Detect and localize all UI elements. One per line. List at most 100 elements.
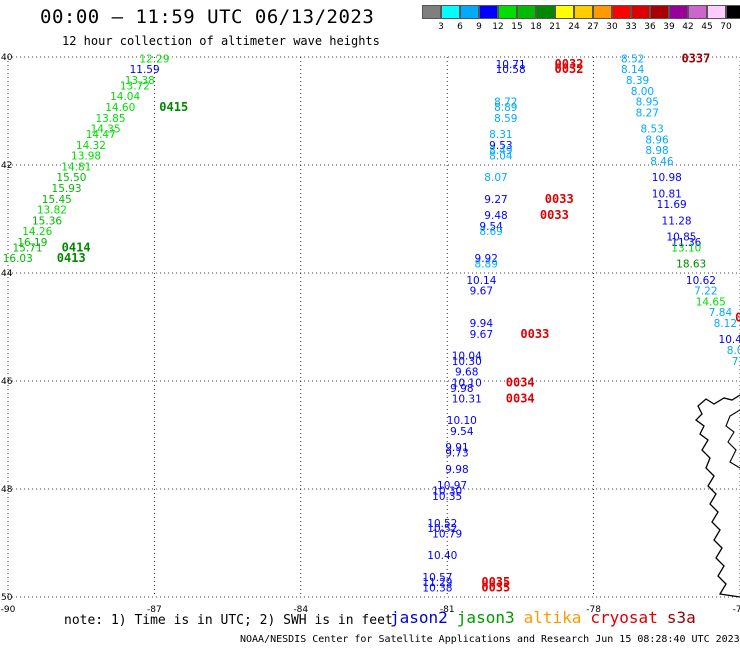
page-title: 00:00 – 11:59 UTC 06/13/2023 — [40, 6, 375, 28]
wave-height-label: 8.31 — [489, 129, 512, 141]
wave-height-label: 11.29 — [422, 577, 452, 589]
pass-time-label: 0032 — [555, 62, 584, 76]
wave-height-label: 8.52 — [621, 53, 644, 65]
wave-height-label: 9.98 — [450, 383, 473, 395]
wave-height-label: 8.00 — [631, 86, 654, 98]
legend-item-jason3: jason3 — [456, 608, 515, 627]
wave-height-label: 8.96 — [645, 134, 669, 146]
wave-height-label: 14.26 — [22, 226, 52, 238]
wave-height-label: 8.72 — [494, 97, 517, 109]
colorbar-label: 15 — [511, 22, 523, 32]
wave-height-label: 10.30 — [452, 356, 482, 368]
legend-item-cryosat: cryosat — [590, 608, 658, 627]
colorbar-swatch — [726, 5, 740, 19]
wave-height-label: 10.35 — [432, 491, 462, 503]
colorbar-swatch — [612, 5, 631, 19]
pass-time-label: 0033 — [520, 327, 549, 341]
wave-height-label: 10.81 — [652, 188, 682, 200]
wave-height-label: 14.60 — [105, 102, 135, 114]
wave-height-label: 10.30 — [432, 485, 462, 497]
colorbar-swatch — [593, 5, 612, 19]
legend-item-jason2: jason2 — [390, 608, 448, 627]
colorbar-label: 18 — [530, 22, 542, 32]
wave-height-label: 11.59 — [130, 64, 160, 76]
colorbar-label: 3 — [438, 22, 444, 32]
pass-time-label: 0032 — [555, 57, 584, 71]
longitude-tick-label: -84 — [293, 605, 308, 615]
wave-height-label: 9.27 — [484, 194, 507, 206]
latitude-tick-label: 40 — [1, 53, 13, 63]
wave-height-label: 14.81 — [61, 161, 91, 173]
pass-time-label: 0414 — [62, 240, 91, 254]
footer-note: note: 1) Time is in UTC; 2) SWH is in fe… — [64, 613, 393, 628]
wave-height-label: 16.03 — [3, 253, 33, 265]
pass-time-label: 0337 — [681, 51, 710, 65]
wave-height-label: 15.36 — [32, 215, 62, 227]
wave-height-label: 13.10 — [671, 242, 701, 254]
wave-height-label: 8.69 — [479, 226, 502, 238]
colorbar-swatch — [707, 5, 726, 19]
longitude-tick-label: -81 — [440, 605, 455, 615]
colorbar-label: 39 — [663, 22, 675, 32]
wave-height-label: 18.63 — [676, 259, 706, 271]
wave-height-label: 14.47 — [86, 129, 116, 141]
pass-time-label: 0035 — [481, 581, 510, 595]
longitude-tick-label: -87 — [147, 605, 162, 615]
colorbar-label: 30 — [606, 22, 618, 32]
wave-height-label: 8.95 — [636, 97, 659, 109]
wave-height-label: 10.62 — [686, 275, 716, 287]
coastline-outline — [695, 394, 740, 598]
pass-time-label: 0033 — [540, 208, 569, 222]
wave-height-label: 9.67 — [470, 286, 493, 298]
wave-height-label: 10.04 — [452, 350, 482, 362]
wave-height-label: 10.4 — [719, 334, 740, 346]
latitude-tick-label: 48 — [1, 485, 13, 495]
colorbar-label: 27 — [587, 22, 599, 32]
wave-height-label: 13.85 — [95, 113, 125, 125]
colorbar-label: 36 — [644, 22, 656, 32]
wave-height-label: 13.72 — [120, 80, 150, 92]
wave-height-label: 13.82 — [37, 205, 67, 217]
colorbar-swatch — [460, 5, 479, 19]
wave-height-label: 10.31 — [452, 394, 482, 406]
longitude-tick-label: -75 — [733, 605, 740, 615]
colorbar-label: 24 — [568, 22, 580, 32]
wave-height-label: 10.71 — [496, 59, 526, 71]
pass-time-label: 0 — [735, 311, 740, 325]
colorbar-label: 45 — [701, 22, 713, 32]
wave-height-label: 10.97 — [437, 480, 467, 492]
wave-height-label: 12.29 — [139, 53, 169, 65]
colorbar-swatch — [517, 5, 536, 19]
latitude-tick-label: 44 — [1, 269, 13, 279]
wave-height-label: 14.32 — [76, 140, 106, 152]
wave-height-label: 9.91 — [445, 442, 468, 454]
credit-line: NOAA/NESDIS Center for Satellite Applica… — [240, 634, 740, 645]
wave-height-label: 8.53 — [640, 124, 663, 136]
wave-height-label: 8.0 — [727, 345, 740, 357]
wave-height-label: 10.58 — [496, 64, 526, 76]
colorbar-swatch — [536, 5, 555, 19]
wave-height-label: 8.89 — [494, 102, 517, 114]
wave-height-label: 9.53 — [489, 140, 512, 152]
wave-height-label: 9.98 — [445, 464, 468, 476]
pass-time-label: 0034 — [506, 375, 535, 389]
wave-height-label: 10.40 — [427, 550, 457, 562]
wave-height-label: 10.79 — [432, 529, 462, 541]
wave-height-label: 8.49 — [489, 145, 512, 157]
legend-item-altika: altika — [523, 608, 582, 627]
colorbar-swatch — [422, 5, 441, 19]
legend-item-s3a: s3a — [666, 608, 696, 627]
colorbar-swatch — [555, 5, 574, 19]
longitude-tick-label: -90 — [1, 605, 16, 615]
wave-height-label: 10.10 — [452, 377, 482, 389]
wave-height-label: 15.45 — [42, 194, 72, 206]
colorbar-label: 70 — [720, 22, 732, 32]
wave-height-label: 7.22 — [694, 286, 717, 298]
colorbar-label: 12 — [492, 22, 504, 32]
pass-time-label: 0034 — [506, 392, 535, 406]
colorbar-label: 33 — [625, 22, 637, 32]
wave-height-label: 11.36 — [671, 237, 701, 249]
wave-height-label: 10.85 — [666, 232, 696, 244]
latitude-tick-label: 42 — [1, 161, 12, 171]
colorbar-swatch — [631, 5, 650, 19]
